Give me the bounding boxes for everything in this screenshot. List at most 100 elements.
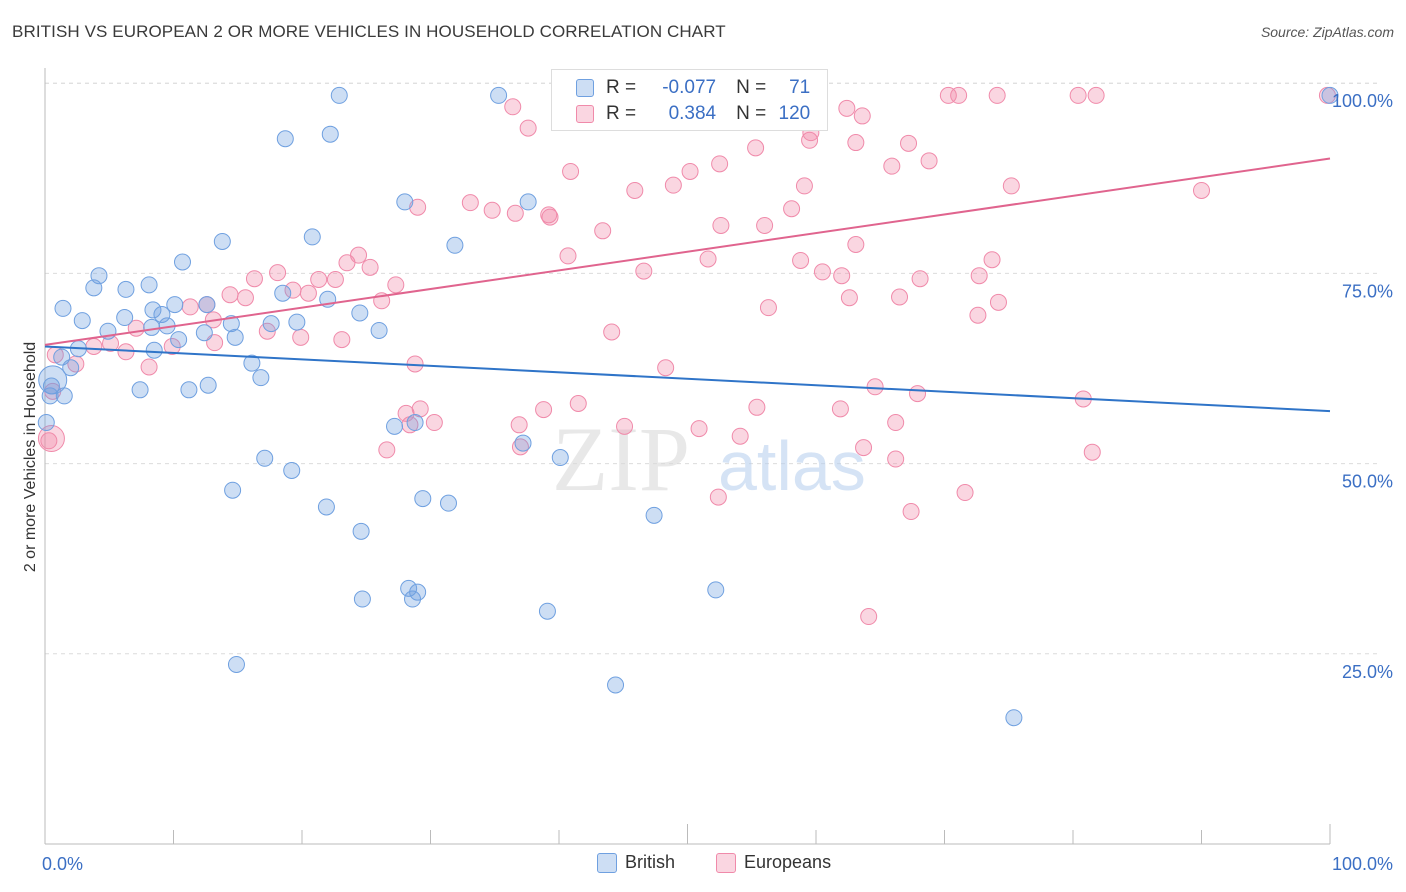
european-point [541,208,559,226]
european-point [711,155,729,173]
european-point [206,334,224,352]
stats-row-british: R = -0.077 N = 71 [576,76,810,100]
european-point [833,267,851,285]
european-point [140,358,158,376]
british-point [1005,709,1023,727]
legend-british-label: British [625,852,676,872]
british-point [38,365,68,395]
european-point [970,267,988,285]
european-point [616,417,634,435]
british-point [170,331,188,349]
european-point [535,401,553,419]
british-point [198,296,216,314]
european-point [559,247,577,265]
british-point [409,583,427,601]
european-r-value: 0.384 [668,103,717,124]
european-point [909,385,927,403]
british-point [85,279,103,297]
european-point [950,86,968,104]
british-point [166,296,184,314]
british-point [396,193,414,211]
stats-box: R = -0.077 N = 71 R = 0.384 N = 120 [551,69,828,131]
british-point [180,381,198,399]
british-point [222,315,240,333]
british-point [351,304,369,322]
british-point [243,354,261,372]
european-point [163,337,181,355]
european-point [902,503,920,521]
x-tick-label: 0.0% [42,854,83,874]
british-point [62,359,80,377]
european-point [569,395,587,413]
european-point [664,176,682,194]
european-point [519,119,537,137]
european-point [181,298,199,316]
british-point [143,318,161,336]
tick-labels: 100.0% 75.0% 50.0% 25.0% 0.0% 100.0% [42,91,1393,874]
european-point [920,152,938,170]
axes [44,68,1331,845]
british-point [145,341,163,359]
legend-european[interactable]: Europeans [716,852,831,873]
european-point [847,134,865,152]
european-point [350,246,368,264]
british-point [370,321,388,339]
source-label: Source: ZipAtlas.com [1260,24,1394,40]
british-r-label: R = [606,77,637,98]
european-point [887,450,905,468]
legend-british[interactable]: British [597,852,675,873]
stats-row-european: R = 0.384 N = 120 [576,102,810,126]
y-axis-label: 2 or more Vehicles in Household [22,342,39,572]
british-point [274,284,292,302]
european-point [900,134,918,152]
trend-lines [44,157,1331,413]
british-point [116,309,134,327]
european-point [759,299,777,317]
european-point [37,425,65,453]
european-point [425,414,443,432]
british-point [140,276,158,294]
european-point [731,427,749,445]
european-point [813,263,831,281]
european-point [712,216,730,234]
european-point [956,484,974,502]
british-point [446,236,464,254]
british-point [199,376,217,394]
british-point [153,305,171,323]
british-point [276,130,294,148]
european-point [748,398,766,416]
european-n-value: 120 [778,103,811,124]
european-point [292,328,310,346]
european-point [860,608,878,626]
british-point [173,253,191,271]
british-point [213,232,231,250]
european-point [969,306,987,324]
european-point [361,258,379,276]
british-point [519,193,537,211]
legend-european-swatch [716,852,736,873]
european-point [690,420,708,438]
british-point [538,602,556,620]
british-point [607,676,625,694]
european-point [699,250,717,268]
european-point [792,251,810,269]
european-point [840,289,858,307]
european-point [887,414,905,432]
european-point [801,131,819,149]
european-point [333,331,351,349]
british-point [226,328,244,346]
watermark-atlas: atlas [718,427,866,505]
y-tick-label: 75.0% [1342,281,1393,301]
british-point [144,301,162,319]
british-point [37,414,55,432]
european-point [939,86,957,104]
european-point [299,284,317,302]
european-point [709,488,727,506]
european-point [1083,443,1101,461]
british-point [406,414,424,432]
x-tick-label: 100.0% [1332,854,1393,874]
european-n-label: N = [736,103,767,124]
british-point [353,590,371,608]
british-point [195,324,213,342]
